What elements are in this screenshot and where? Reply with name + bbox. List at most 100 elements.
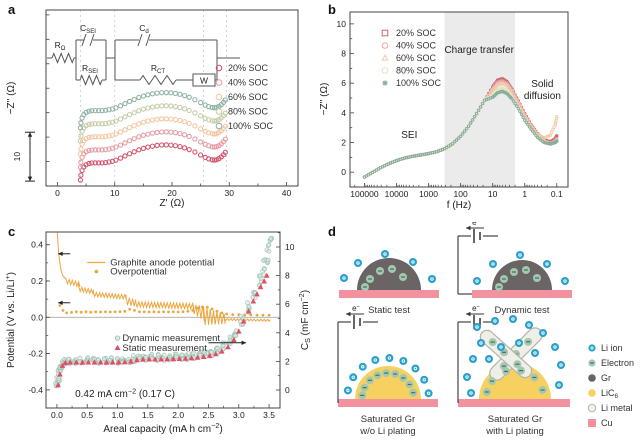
svg-text:Graphite anode potential: Graphite anode potential (110, 257, 214, 268)
cu-substrate (472, 290, 572, 298)
svg-text:10: 10 (337, 19, 347, 29)
svg-text:20% SOC: 20% SOC (396, 28, 437, 38)
e-minus-label: e− (352, 304, 360, 313)
svg-text:80% SOC: 80% SOC (228, 107, 269, 117)
svg-text:80% SOC: 80% SOC (396, 66, 437, 76)
legend-a: 20% SOC 40% SOC 60% SOC 80% SOC 100% SOC (215, 63, 274, 131)
panel-d-label: d (328, 224, 336, 239)
svg-text:0.2: 0.2 (31, 276, 43, 286)
rate-annotation: 0.42 mA cm−2 (0.17 C) (75, 386, 175, 400)
cell-caption: Saturated Gr (361, 414, 415, 425)
circuit-label-r-ohm: RΩ (55, 40, 66, 52)
svg-text:Gr: Gr (601, 373, 611, 383)
a-xlabel: Z' (Ω) (160, 198, 185, 209)
annotation-diffusion: diffusion (524, 91, 561, 102)
bode-chart: 0 2 4 6 8 10 100000 10000 1000 100 10 1 0.1 SEI Charge… (320, 11, 569, 211)
static-measurement-points (55, 272, 270, 388)
gr-electrode (357, 258, 421, 290)
svg-text:0.0: 0.0 (31, 312, 43, 322)
svg-text:3.0: 3.0 (233, 410, 245, 420)
equivalent-circuit (47, 33, 240, 87)
graphite-potential-line (56, 231, 271, 325)
scalebar-label: 10 (12, 152, 22, 162)
svg-text:40: 40 (282, 188, 292, 198)
svg-text:2.5: 2.5 (203, 410, 215, 420)
a-ylabel: −Z'' (Ω) (6, 82, 17, 115)
schematic-cell-0: Static test (339, 250, 439, 316)
e-minus-label: e− (472, 304, 480, 313)
svg-text:-0.4: -0.4 (28, 385, 43, 395)
svg-text:0.0: 0.0 (51, 410, 63, 420)
svg-text:40% SOC: 40% SOC (228, 78, 269, 88)
svg-text:0: 0 (55, 188, 60, 198)
svg-text:Li ion: Li ion (601, 343, 623, 353)
svg-text:Static measurement: Static measurement (122, 343, 207, 354)
svg-text:10: 10 (285, 242, 295, 252)
svg-text:Li metal: Li metal (601, 403, 633, 413)
annotation-solid: Solid (531, 79, 553, 90)
cu-substrate (339, 290, 439, 298)
svg-text:0.5: 0.5 (81, 410, 93, 420)
svg-text:LiC6: LiC6 (601, 388, 619, 400)
svg-text:10: 10 (488, 189, 498, 199)
cell-caption: Dynamic test (495, 305, 550, 316)
svg-text:Overpotential: Overpotential (110, 267, 167, 278)
svg-text:10000: 10000 (385, 189, 409, 199)
panel-b: b 0 2 4 6 8 10 100000 10000 1000 100 10 1 0.1 SEI Char… (320, 0, 640, 222)
svg-text:100: 100 (454, 189, 468, 199)
svg-text:Cu: Cu (601, 418, 613, 428)
svg-text:60% SOC: 60% SOC (228, 92, 269, 102)
svg-text:8: 8 (285, 271, 290, 281)
svg-text:8: 8 (341, 49, 346, 59)
svg-text:1: 1 (522, 189, 527, 199)
svg-text:6: 6 (341, 78, 346, 88)
svg-text:20% SOC: 20% SOC (228, 63, 269, 73)
legend-b: 20% SOC 40% SOC 60% SOC 80% SOC 100% SOC (381, 28, 442, 88)
circuit-label-warburg: W (200, 76, 208, 86)
svg-text:100% SOC: 100% SOC (228, 121, 274, 131)
cell-caption: Saturated Gr (488, 414, 542, 425)
svg-text:0: 0 (285, 385, 290, 395)
b-ylabel: −Z'' (Ω) (320, 83, 330, 116)
svg-text:Electron: Electron (601, 358, 634, 368)
schematic-cell-1: e− Dynamic test (457, 222, 572, 316)
circuit-label-r-ct: RCT (151, 63, 166, 75)
svg-text:0.1: 0.1 (551, 189, 563, 199)
panel-b-label: b (328, 2, 336, 17)
circuit-wire (457, 229, 498, 295)
circuit-label-c-sei: CSEI (80, 23, 96, 35)
cell-caption: w/o Li plating (359, 426, 415, 437)
svg-text:30: 30 (225, 188, 235, 198)
svg-text:0.4: 0.4 (31, 240, 43, 250)
panel-c: c Graphite anode potential Overpotential D… (0, 222, 320, 445)
svg-text:10: 10 (110, 188, 120, 198)
cell-caption: Static test (368, 305, 410, 316)
cu-substrate (338, 399, 438, 407)
charge-transfer-band (444, 12, 516, 187)
svg-text:60% SOC: 60% SOC (396, 53, 437, 63)
svg-text:4: 4 (285, 328, 290, 338)
b-xlabel: f (Hz) (447, 200, 471, 211)
series-80SOC (77, 103, 228, 144)
schematic-cell-2: e− Saturated Grw/o Li plating (337, 304, 438, 437)
cu-substrate (458, 399, 570, 407)
nyquist-chart: RΩ CSEI RSEI Cd RCT W 0 10 20 30 40 10 20% SOC 40% SO… (6, 9, 299, 209)
c-xlabel: Areal capacity (mA h cm−2) (103, 421, 222, 435)
svg-text:2.0: 2.0 (172, 410, 184, 420)
svg-text:3.5: 3.5 (263, 410, 275, 420)
svg-text:-0.2: -0.2 (28, 349, 43, 359)
panel-c-label: c (8, 224, 16, 239)
annotation-sei: SEI (401, 130, 417, 141)
circuit-label-r-sei: RSEI (82, 63, 98, 75)
svg-text:40% SOC: 40% SOC (396, 41, 437, 51)
svg-text:Dynamic measurement: Dynamic measurement (122, 333, 220, 344)
panel-d: d Static test e− Dynamic test e− Saturated G… (320, 222, 640, 445)
series-60SOC (77, 116, 228, 157)
circuit-label-c-d: Cd (139, 23, 149, 35)
c-ylabel-right: CS (mF cm−2) (297, 290, 312, 350)
